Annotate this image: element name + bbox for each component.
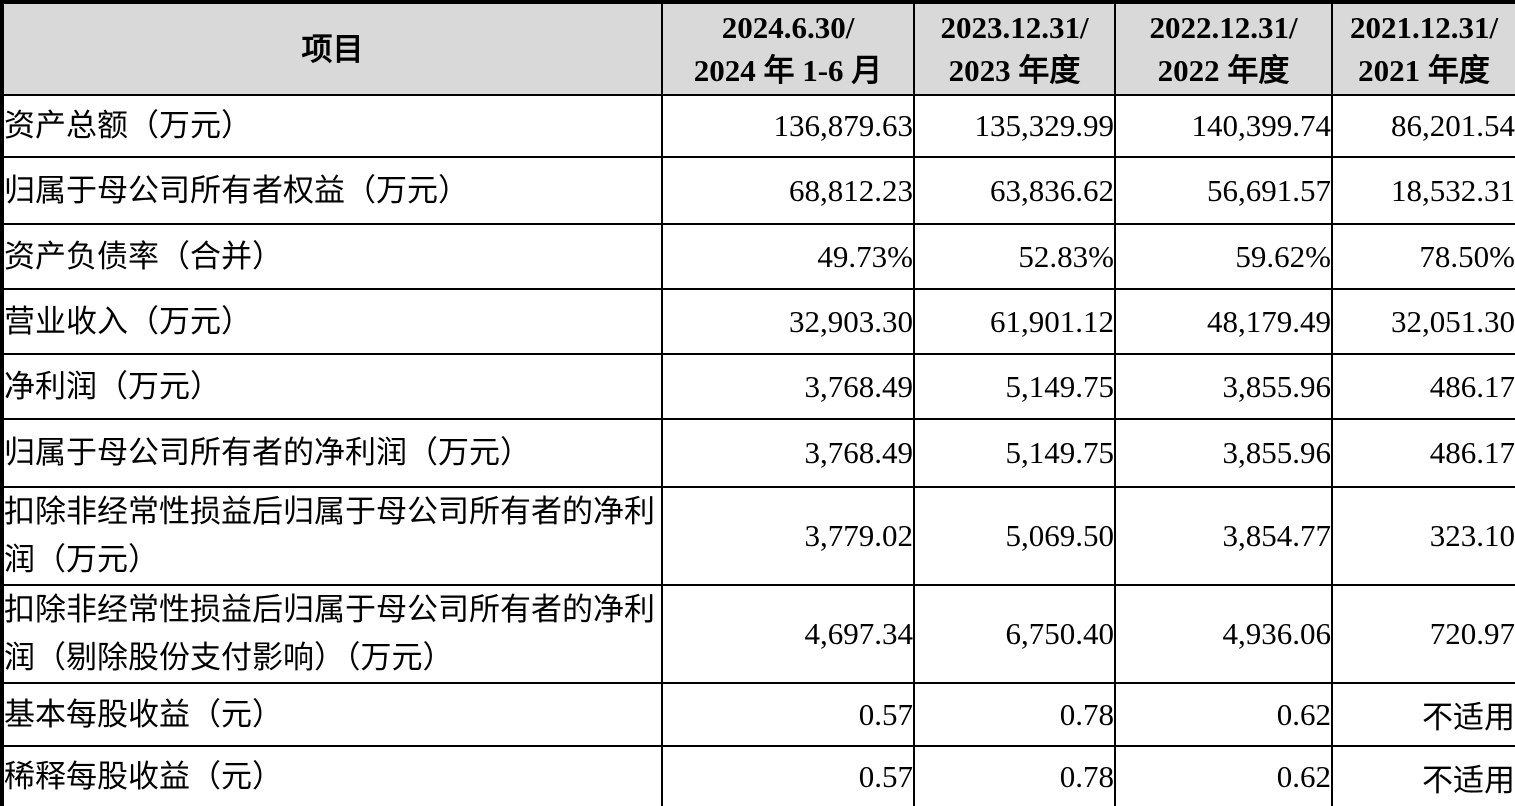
row-label: 资产总额（万元） (1, 94, 663, 158)
cell-value: 3,854.77 (1114, 486, 1333, 586)
table-row: 归属于母公司所有者权益（万元） 68,812.23 63,836.62 56,6… (1, 156, 1515, 225)
cell-value: 6,750.40 (913, 584, 1116, 684)
cell-value: 135,329.99 (913, 94, 1116, 158)
cell-value: 0.78 (913, 745, 1116, 806)
header-row: 项目 2024.6.30/ 2024 年 1-6 月 2023.12.31/ 2… (1, 1, 1515, 96)
table-row: 资产总额（万元） 136,879.63 135,329.99 140,399.7… (1, 94, 1515, 158)
table-row: 扣除非经常性损益后归属于母公司所有者的净利润（剔除股份支付影响）（万元） 4,6… (1, 584, 1515, 684)
cell-value: 4,697.34 (661, 584, 915, 684)
period-line-2: 2022 年度 (1157, 53, 1290, 88)
cell-value: 49.73% (661, 223, 915, 290)
cell-value: 不适用 (1331, 745, 1515, 806)
header-cell-period-2021: 2021.12.31/ 2021 年度 (1331, 1, 1515, 96)
period-line-1: 2023.12.31/ (940, 10, 1089, 45)
cell-value: 3,768.49 (661, 353, 915, 420)
period-line-2: 2024 年 1-6 月 (693, 53, 883, 88)
cell-value: 720.97 (1331, 584, 1515, 684)
row-label: 归属于母公司所有者的净利润（万元） (1, 418, 663, 488)
row-label: 资产负债率（合并） (1, 223, 663, 290)
table-row: 扣除非经常性损益后归属于母公司所有者的净利润（万元） 3,779.02 5,06… (1, 486, 1515, 586)
row-label: 稀释每股收益（元） (1, 745, 663, 806)
cell-value: 486.17 (1331, 353, 1515, 420)
header-cell-period-2022: 2022.12.31/ 2022 年度 (1114, 1, 1333, 96)
header-cell-period-2023: 2023.12.31/ 2023 年度 (913, 1, 1116, 96)
cell-value: 59.62% (1114, 223, 1333, 290)
cell-value: 78.50% (1331, 223, 1515, 290)
header-cell-period-2024h1: 2024.6.30/ 2024 年 1-6 月 (661, 1, 915, 96)
cell-value: 4,936.06 (1114, 584, 1333, 684)
cell-value: 3,855.96 (1114, 418, 1333, 488)
cell-value: 61,901.12 (913, 288, 1116, 355)
row-label: 净利润（万元） (1, 353, 663, 420)
row-label: 扣除非经常性损益后归属于母公司所有者的净利润（剔除股份支付影响）（万元） (1, 584, 663, 684)
cell-value: 0.57 (661, 745, 915, 806)
table-row: 营业收入（万元） 32,903.30 61,901.12 48,179.49 3… (1, 288, 1515, 355)
row-label: 基本每股收益（元） (1, 682, 663, 747)
cell-value: 3,855.96 (1114, 353, 1333, 420)
table-row: 稀释每股收益（元） 0.57 0.78 0.62 不适用 (1, 745, 1515, 806)
row-label: 归属于母公司所有者权益（万元） (1, 156, 663, 225)
period-line-1: 2021.12.31/ (1349, 10, 1499, 45)
cell-value: 3,779.02 (661, 486, 915, 586)
table-row: 基本每股收益（元） 0.57 0.78 0.62 不适用 (1, 682, 1515, 747)
cell-value: 32,903.30 (661, 288, 915, 355)
period-line-2: 2021 年度 (1358, 53, 1490, 88)
cell-value: 3,768.49 (661, 418, 915, 488)
table-row: 净利润（万元） 3,768.49 5,149.75 3,855.96 486.1… (1, 353, 1515, 420)
header-cell-item: 项目 (1, 1, 663, 96)
cell-value: 18,532.31 (1331, 156, 1515, 225)
cell-value: 140,399.74 (1114, 94, 1333, 158)
cell-value: 68,812.23 (661, 156, 915, 225)
cell-value: 5,069.50 (913, 486, 1116, 586)
cell-value: 0.78 (913, 682, 1116, 747)
period-line-1: 2022.12.31/ (1149, 10, 1298, 45)
cell-value: 48,179.49 (1114, 288, 1333, 355)
cell-value: 63,836.62 (913, 156, 1116, 225)
cell-value: 52.83% (913, 223, 1116, 290)
cell-value: 0.57 (661, 682, 915, 747)
table-row: 资产负债率（合并） 49.73% 52.83% 59.62% 78.50% (1, 223, 1515, 290)
cell-value: 0.62 (1114, 682, 1333, 747)
period-line-1: 2024.6.30/ (721, 10, 855, 45)
row-label: 扣除非经常性损益后归属于母公司所有者的净利润（万元） (1, 486, 663, 586)
cell-value: 0.62 (1114, 745, 1333, 806)
cell-value: 不适用 (1331, 682, 1515, 747)
period-line-2: 2023 年度 (948, 53, 1081, 88)
table-row: 归属于母公司所有者的净利润（万元） 3,768.49 5,149.75 3,85… (1, 418, 1515, 488)
cell-value: 5,149.75 (913, 353, 1116, 420)
cell-value: 136,879.63 (661, 94, 915, 158)
cell-value: 32,051.30 (1331, 288, 1515, 355)
cell-value: 486.17 (1331, 418, 1515, 488)
row-label: 营业收入（万元） (1, 288, 663, 355)
cell-value: 86,201.54 (1331, 94, 1515, 158)
cell-value: 323.10 (1331, 486, 1515, 586)
cell-value: 56,691.57 (1114, 156, 1333, 225)
cell-value: 5,149.75 (913, 418, 1116, 488)
